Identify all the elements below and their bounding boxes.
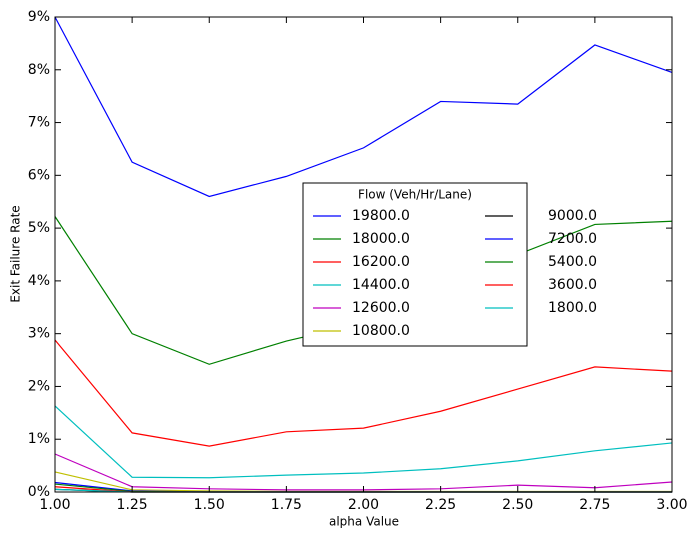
x-tick-label: 1.75 xyxy=(271,497,302,513)
y-tick-label: 8% xyxy=(28,62,50,78)
y-tick-label: 3% xyxy=(28,326,50,342)
y-tick-label: 7% xyxy=(28,115,50,131)
legend-label: 1800.0 xyxy=(548,300,597,316)
legend-label: 19800.0 xyxy=(352,208,410,224)
x-tick-label: 2.50 xyxy=(502,497,533,513)
legend-label: 16200.0 xyxy=(352,254,410,270)
legend-box xyxy=(302,182,528,347)
legend-label: 12600.0 xyxy=(352,300,410,316)
legend-label: 9000.0 xyxy=(548,208,597,224)
series-line xyxy=(54,405,673,479)
x-tick-label: 1.50 xyxy=(194,497,225,513)
x-tick-label: 2.00 xyxy=(348,497,379,513)
y-tick-label: 5% xyxy=(28,220,50,236)
y-tick-label: 9% xyxy=(28,9,50,25)
legend-label: 10800.0 xyxy=(352,323,410,339)
y-tick-label: 2% xyxy=(28,378,50,394)
legend-label: 18000.0 xyxy=(352,231,410,247)
y-tick-label: 0% xyxy=(28,484,50,500)
y-tick-label: 1% xyxy=(28,431,50,447)
y-tick-label: 4% xyxy=(28,273,50,289)
x-tick-label: 2.75 xyxy=(579,497,610,513)
legend-label: 5400.0 xyxy=(548,254,597,270)
x-tick-label: 3.00 xyxy=(656,497,687,513)
legend-label: 3600.0 xyxy=(548,277,597,293)
series-line xyxy=(54,16,673,198)
y-tick-label: 6% xyxy=(28,167,50,183)
plot-frame xyxy=(54,16,673,493)
x-tick-label: 1.00 xyxy=(39,497,70,513)
series-line xyxy=(54,453,673,491)
x-tick-label: 2.25 xyxy=(425,497,456,513)
legend-title: Flow (Veh/Hr/Lane) xyxy=(358,188,472,202)
series-line xyxy=(54,339,673,447)
y-axis-label: Exit Failure Rate xyxy=(9,205,23,302)
x-tick-label: 1.25 xyxy=(117,497,148,513)
legend-label: 14400.0 xyxy=(352,277,410,293)
legend-label: 7200.0 xyxy=(548,231,597,247)
x-axis-label: alpha Value xyxy=(329,515,399,529)
